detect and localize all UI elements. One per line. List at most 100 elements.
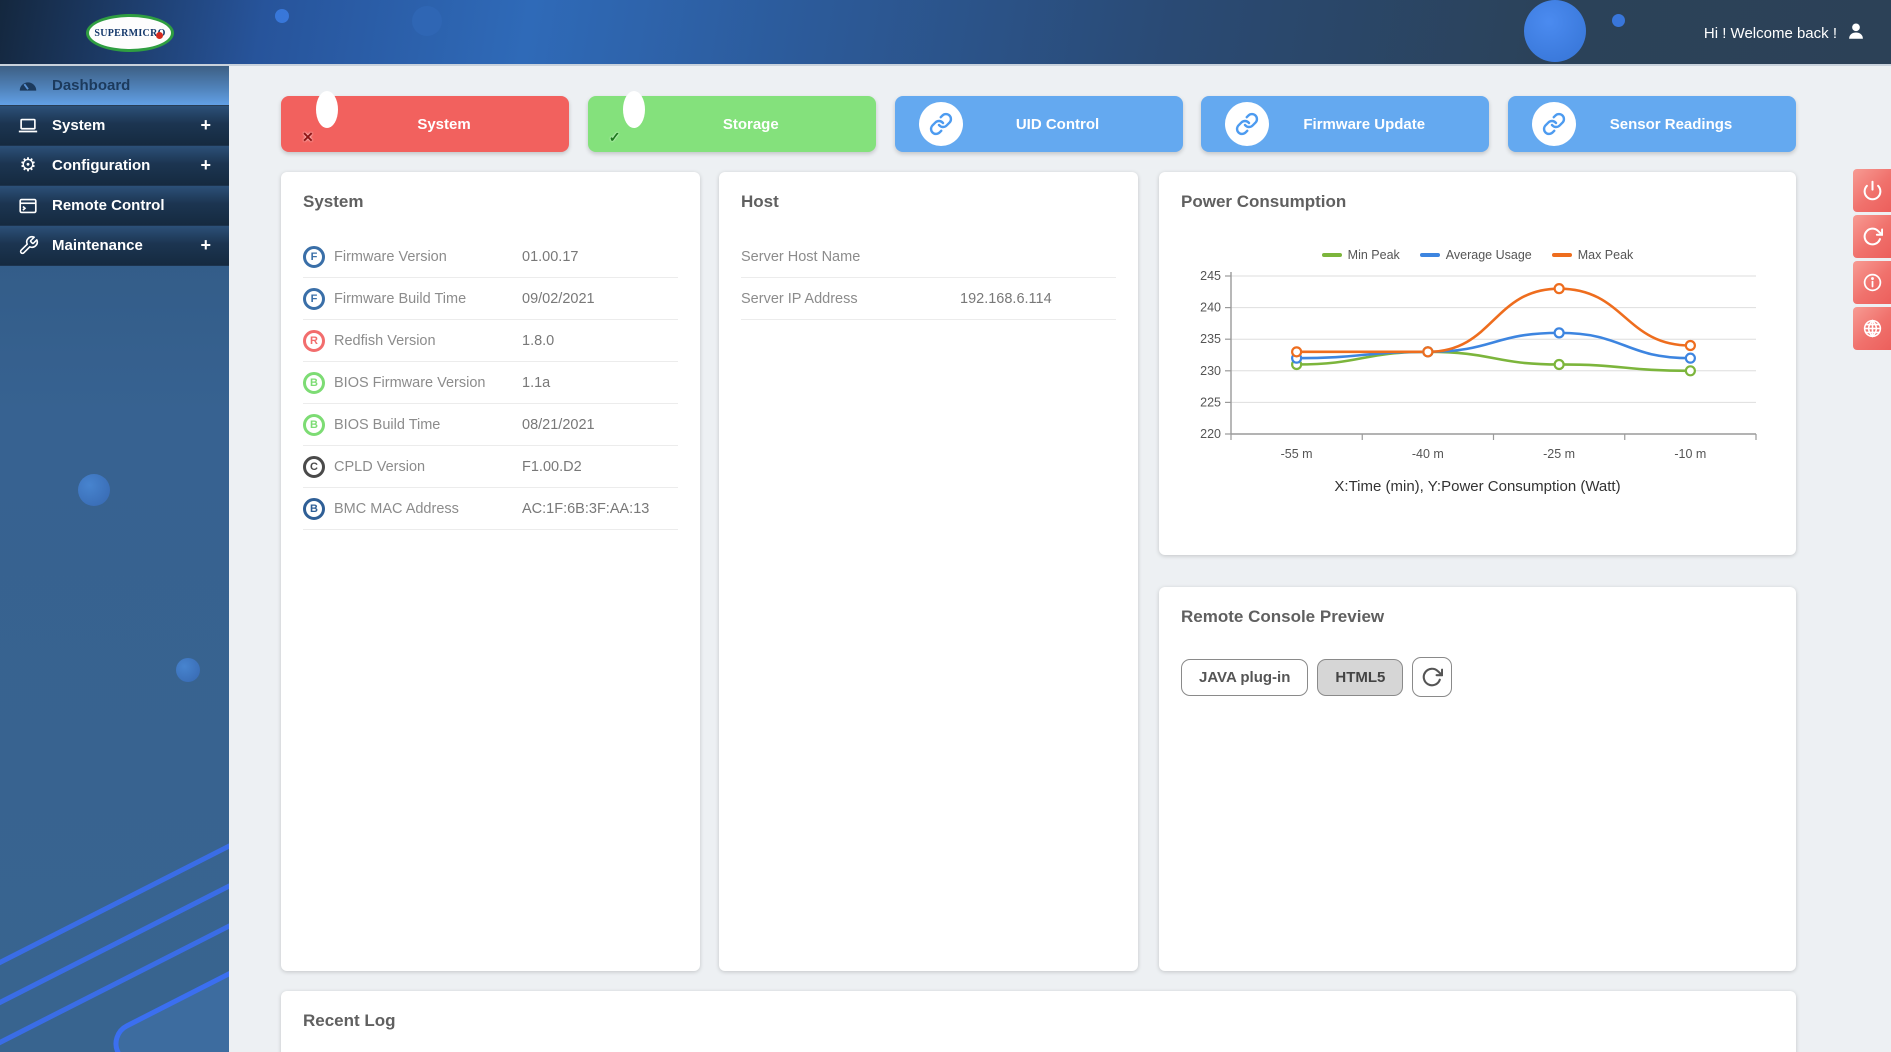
- sidebar-item-dashboard[interactable]: Dashboard: [0, 66, 229, 106]
- logo-red-dot: [156, 32, 163, 39]
- welcome-text: Hi ! Welcome back !: [1703, 24, 1837, 42]
- svg-text:220: 220: [1200, 427, 1221, 441]
- globe-icon: [1863, 319, 1881, 338]
- wrench-icon: [16, 235, 40, 256]
- sidebar-nav: Dashboard System + ⚙ Configuration + Rem…: [0, 66, 229, 1052]
- system-row: F Firmware Build Time 09/02/2021: [303, 278, 678, 320]
- panel-title: Recent Log: [303, 1011, 396, 1030]
- firmware-update-button[interactable]: Firmware Update: [1201, 96, 1490, 152]
- legend-swatch: [1321, 253, 1342, 257]
- panel-title: Power Consumption: [1181, 192, 1347, 211]
- sidebar-item-configuration[interactable]: ⚙ Configuration +: [0, 146, 229, 186]
- info-button[interactable]: [1853, 261, 1891, 304]
- refresh-icon: [1423, 667, 1444, 687]
- row-label: Server IP Address: [741, 290, 858, 307]
- letter-badge-icon: B: [303, 371, 325, 394]
- legend-swatch: [1419, 253, 1440, 257]
- row-value: 1.8.0: [522, 332, 555, 349]
- row-value: 1.1a: [522, 374, 551, 391]
- system-status-button[interactable]: ✕ System: [281, 91, 569, 152]
- quick-button-label: Sensor Readings: [1609, 115, 1733, 133]
- quick-button-label: System: [417, 115, 471, 133]
- letter-badge-icon: B: [303, 497, 325, 520]
- remote-console-panel: Remote Console Preview JAVA plug-in HTML…: [1159, 587, 1796, 971]
- system-row: B BIOS Firmware Version 1.1a: [303, 362, 678, 404]
- host-info-panel: Host Server Host Name Server IP Address …: [719, 172, 1138, 971]
- panel-title: Remote Console Preview: [1181, 607, 1385, 626]
- letter-badge-icon: F: [303, 287, 325, 310]
- decor-circle: [1612, 14, 1625, 27]
- row-value: 09/02/2021: [522, 290, 595, 307]
- gear-icon: ⚙: [19, 155, 37, 176]
- info-icon: [1863, 273, 1881, 292]
- expand-plus-icon: +: [200, 115, 211, 135]
- svg-text:-55 m: -55 m: [1281, 447, 1313, 461]
- sidebar-item-remote-control[interactable]: Remote Control: [0, 186, 229, 226]
- expand-plus-icon: +: [200, 155, 211, 175]
- svg-text:225: 225: [1200, 395, 1221, 409]
- link-icon: [918, 102, 963, 146]
- sidebar-item-system[interactable]: System +: [0, 106, 229, 146]
- user-avatar-icon[interactable]: [1845, 20, 1867, 46]
- sidebar-item-maintenance[interactable]: Maintenance +: [0, 226, 229, 266]
- language-button[interactable]: [1853, 307, 1891, 350]
- row-label: Firmware Version: [334, 248, 447, 265]
- letter-badge-icon: C: [303, 455, 325, 478]
- recent-log-panel: Recent Log: [281, 991, 1796, 1052]
- row-value: F1.00.D2: [522, 458, 582, 475]
- chart-legend: Min Peak Average Usage Max Peak: [1181, 248, 1774, 262]
- row-label: Server Host Name: [741, 248, 861, 265]
- system-row: R Redfish Version 1.8.0: [303, 320, 678, 362]
- console-refresh-button[interactable]: [1412, 657, 1453, 697]
- storage-status-button[interactable]: ✓ Storage: [587, 91, 876, 152]
- power-consumption-chart: 220 225 230 235 240 245 -55 m -40 m -25 m -10 m: [1200, 269, 1757, 461]
- sidebar-item-label: Remote Control: [52, 197, 165, 214]
- sidebar-item-label: Dashboard: [52, 77, 131, 94]
- host-row: Server IP Address 192.168.6.114: [741, 278, 1116, 320]
- link-icon: [1225, 102, 1270, 146]
- user-welcome[interactable]: Hi ! Welcome back !: [1704, 0, 1867, 66]
- sidebar-item-label: Configuration: [52, 157, 151, 174]
- decor-circle: [275, 9, 289, 23]
- letter-badge-icon: R: [303, 329, 325, 352]
- row-label: BIOS Firmware Version: [334, 374, 486, 391]
- row-label: Firmware Build Time: [334, 290, 467, 307]
- row-value: 01.00.17: [522, 248, 579, 265]
- svg-text:240: 240: [1200, 301, 1221, 315]
- uid-control-button[interactable]: UID Control: [894, 96, 1183, 152]
- status-ring-x-icon: ✕: [302, 91, 349, 146]
- legend-label: Average Usage: [1445, 248, 1532, 262]
- system-row: F Firmware Version 01.00.17: [303, 236, 678, 278]
- system-row: B BMC MAC Address AC:1F:6B:3F:AA:13: [303, 488, 678, 530]
- system-row: B BIOS Build Time 08/21/2021: [303, 404, 678, 446]
- chart-axis-caption: X:Time (min), Y:Power Consumption (Watt): [1334, 478, 1621, 495]
- console-buttons-row: JAVA plug-in HTML5: [1181, 657, 1774, 697]
- row-label: BMC MAC Address: [334, 500, 459, 517]
- expand-plus-icon: +: [200, 235, 211, 255]
- legend-swatch: [1551, 253, 1572, 257]
- dashboard-gauge-icon: [16, 75, 40, 97]
- decor-circle: [412, 6, 442, 36]
- system-info-panel: System F Firmware Version 01.00.17 F Firmwar…: [281, 172, 700, 971]
- x-badge: ✕: [302, 129, 314, 145]
- svg-text:245: 245: [1200, 269, 1221, 283]
- html5-button[interactable]: HTML5: [1317, 658, 1404, 696]
- letter-badge-icon: B: [303, 413, 325, 436]
- sensor-readings-button[interactable]: Sensor Readings: [1508, 96, 1796, 152]
- supermicro-logo: SUPERMICRO: [86, 14, 174, 52]
- quick-actions-row: ✕ System ✓ Storage UID Control Firmware …: [281, 91, 1796, 152]
- java-plugin-button[interactable]: JAVA plug-in: [1181, 658, 1309, 696]
- legend-item: Average Usage: [1419, 248, 1532, 262]
- svg-text:235: 235: [1200, 332, 1221, 346]
- refresh-icon: [1863, 227, 1883, 246]
- laptop-icon: [16, 115, 40, 137]
- row-label: Redfish Version: [334, 332, 436, 349]
- power-icon: [1863, 180, 1881, 201]
- power-consumption-panel: Power Consumption Min Peak Average Usage…: [1159, 172, 1796, 555]
- row-value: 08/21/2021: [522, 416, 595, 433]
- refresh-page-button[interactable]: [1853, 215, 1891, 258]
- power-button[interactable]: [1853, 169, 1891, 212]
- check-badge: ✓: [608, 129, 621, 145]
- brand-text: SUPERMICRO: [94, 27, 166, 39]
